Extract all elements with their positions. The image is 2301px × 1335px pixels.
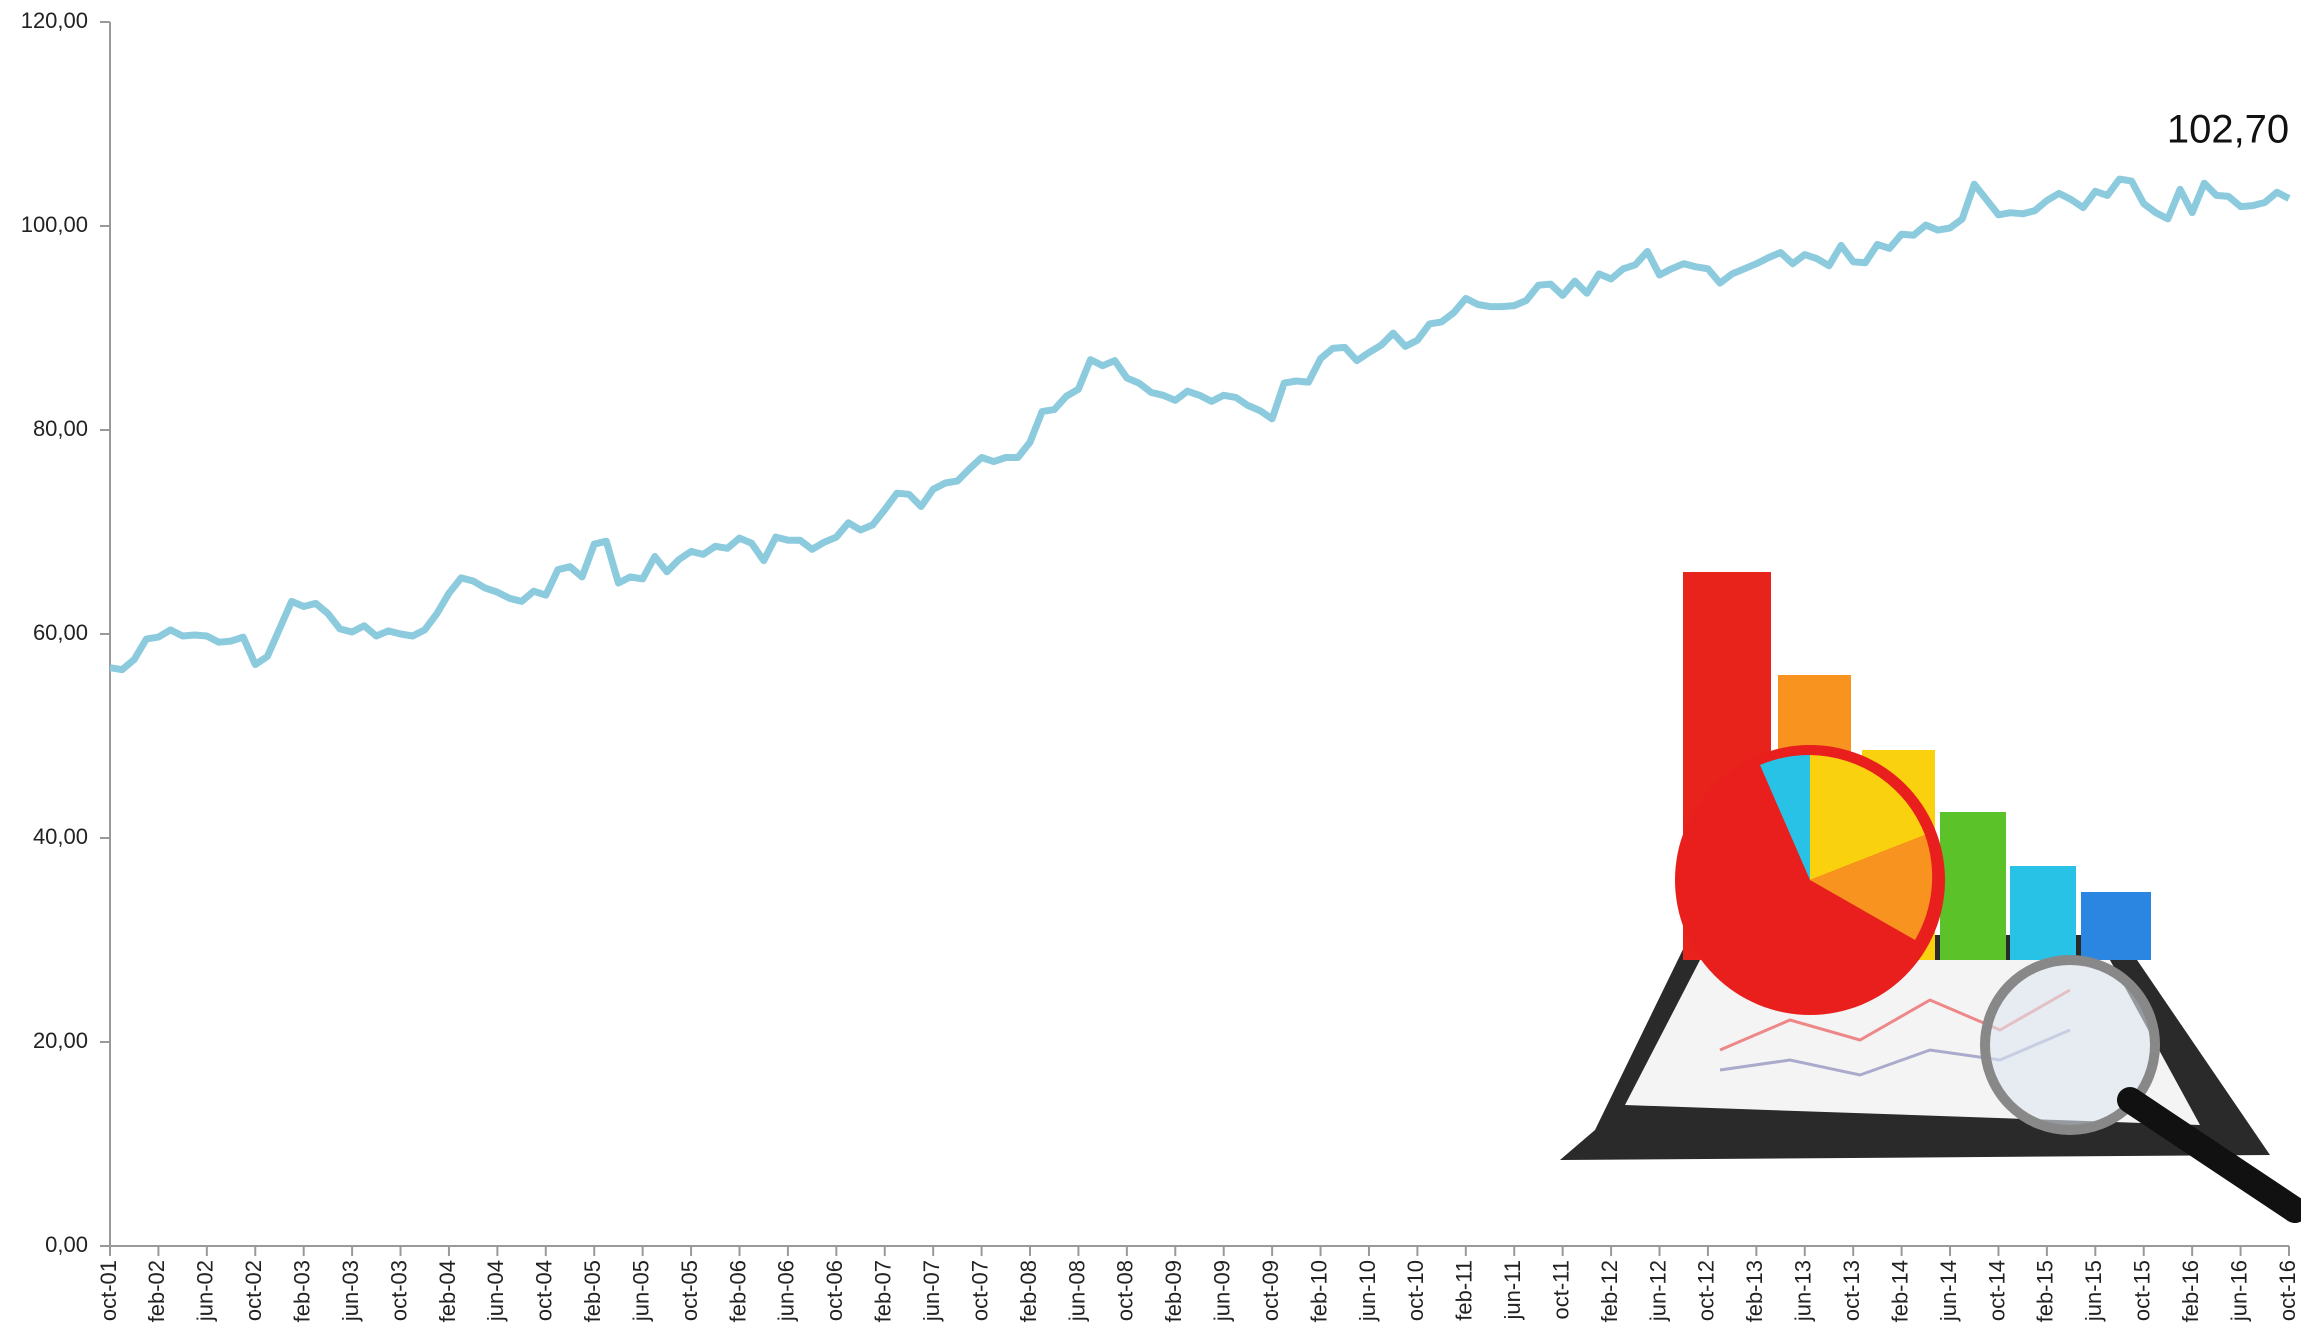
x-tick-label: feb-11 [1452, 1260, 1477, 1321]
x-tick-label: oct-12 [1694, 1260, 1719, 1321]
y-tick-label: 120,00 [21, 8, 88, 33]
x-tick-label: feb-05 [580, 1260, 605, 1322]
line-series [109, 175, 2291, 674]
x-tick-label: oct-05 [677, 1260, 702, 1321]
x-tick-label: feb-04 [435, 1260, 460, 1322]
x-tick-label: oct-02 [241, 1260, 266, 1321]
x-tick-label: feb-02 [144, 1260, 169, 1322]
x-tick-label: oct-07 [967, 1260, 992, 1321]
x-tick-label: jun-08 [1064, 1260, 1089, 1322]
x-tick-label: jun-05 [628, 1260, 653, 1322]
x-tick-label: jun-06 [774, 1260, 799, 1322]
x-tick-label: jun-04 [483, 1260, 508, 1322]
x-tick-label: jun-09 [1210, 1260, 1235, 1322]
deco-bar [2081, 892, 2151, 960]
deco-bar [2010, 866, 2076, 960]
x-tick-label: jun-03 [338, 1260, 363, 1322]
y-tick-label: 40,00 [33, 824, 88, 849]
x-tick-label: jun-15 [2081, 1260, 2106, 1322]
deco-pie-slice [1760, 754, 1810, 880]
y-tick-label: 0,00 [45, 1232, 88, 1257]
y-tick-label: 80,00 [33, 416, 88, 441]
x-tick-label: feb-07 [871, 1260, 896, 1322]
x-tick-label: jun-16 [2226, 1260, 2251, 1322]
deco-bar [1940, 812, 2006, 960]
x-tick-label: jun-07 [919, 1260, 944, 1322]
x-tick-label: oct-01 [96, 1260, 121, 1321]
deco-pie-slice [1810, 835, 1933, 940]
x-tick-label: feb-16 [2178, 1260, 2203, 1322]
magnifier-handle [2117, 1087, 2301, 1223]
x-tick-label: feb-10 [1306, 1260, 1331, 1322]
x-tick-label: jun-13 [1791, 1260, 1816, 1322]
annotation: 102,70 [2167, 108, 2289, 152]
x-tick-label: feb-14 [1887, 1260, 1912, 1322]
x-tick-label: oct-03 [386, 1260, 411, 1321]
x-tick-label: feb-13 [1742, 1260, 1767, 1322]
x-tick-label: oct-04 [532, 1260, 557, 1321]
x-tick-label: feb-03 [290, 1260, 315, 1322]
clipart [1560, 572, 2301, 1223]
x-tick-label: feb-09 [1161, 1260, 1186, 1322]
deco-pie-slice [1810, 755, 1925, 880]
x-tick-label: oct-06 [822, 1260, 847, 1321]
x-tick-label: oct-09 [1258, 1260, 1283, 1321]
x-tick-label: jun-14 [1936, 1260, 1961, 1322]
y-tick-label: 100,00 [21, 212, 88, 237]
x-tick-label: jun-02 [193, 1260, 218, 1322]
magnifier [1980, 955, 2160, 1135]
x-tick-label: feb-12 [1597, 1260, 1622, 1322]
x-tick-label: jun-10 [1355, 1260, 1380, 1322]
x-tick-label: jun-12 [1645, 1260, 1670, 1322]
x-tick-label: oct-14 [1984, 1260, 2009, 1321]
x-tick-label: oct-16 [2275, 1260, 2300, 1321]
y-tick-label: 20,00 [33, 1028, 88, 1053]
x-tick-label: oct-15 [2130, 1260, 2155, 1321]
x-tick-label: feb-15 [2033, 1260, 2058, 1322]
x-tick-label: oct-11 [1548, 1260, 1573, 1320]
y-tick-label: 60,00 [33, 620, 88, 645]
x-tick-label: oct-10 [1403, 1260, 1428, 1321]
x-tick-label: jun-11 [1500, 1260, 1525, 1321]
x-tick-label: feb-08 [1016, 1260, 1041, 1322]
x-tick-label: feb-06 [725, 1260, 750, 1322]
x-tick-label: oct-13 [1839, 1260, 1864, 1321]
x-tick-label: oct-08 [1113, 1260, 1138, 1321]
